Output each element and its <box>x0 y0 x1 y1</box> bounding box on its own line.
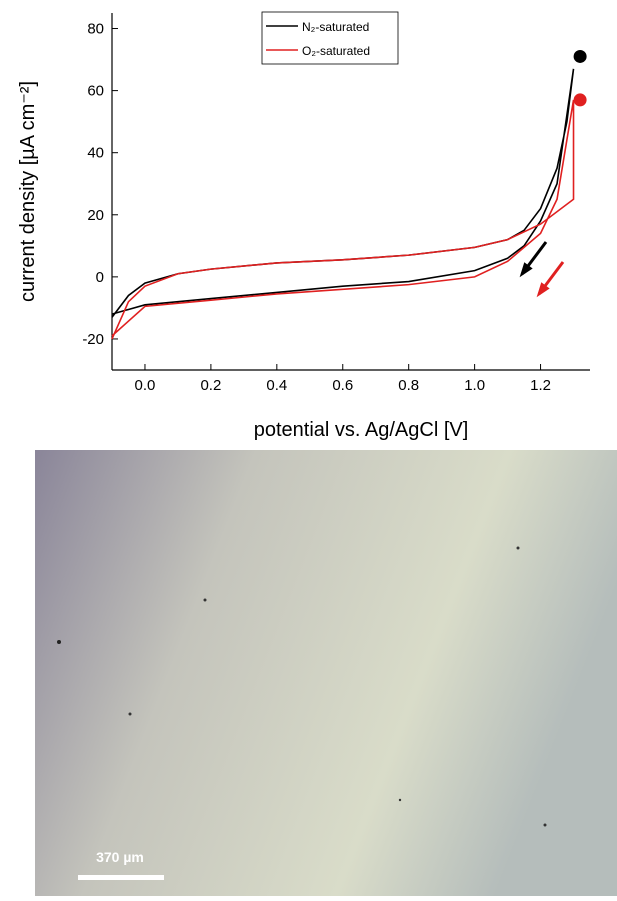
particle <box>57 640 61 644</box>
particle <box>516 546 520 550</box>
plot: -20 0 20 40 60 80 0.0 0.2 0.4 0.6 0.8 1.0 1.2 potenti… <box>17 11 590 441</box>
x-tick-label: 1.0 <box>464 377 485 394</box>
arrow-head <box>519 262 533 278</box>
arrow-head <box>536 282 550 298</box>
legend-label: O₂-saturated <box>302 44 370 58</box>
series-line <box>111 99 575 340</box>
marker <box>573 93 587 107</box>
particle <box>203 598 207 602</box>
y-tick-label: 80 <box>87 21 104 38</box>
x-tick-label: 0.6 <box>332 377 353 394</box>
y-tick-label: -20 <box>82 331 104 348</box>
series-line <box>111 68 575 318</box>
x-tick-label: 0.0 <box>135 377 156 394</box>
scale-bar <box>78 875 164 880</box>
x-tick-label: 0.4 <box>266 377 287 394</box>
particle <box>128 712 132 716</box>
y-tick-label: 0 <box>96 269 104 286</box>
x-tick-label: 1.2 <box>530 377 551 394</box>
particle <box>543 823 547 827</box>
y-tick-label: 60 <box>87 83 104 100</box>
x-tick-label: 0.2 <box>200 377 221 394</box>
y-axis-label: current density [µA cm⁻²] <box>17 81 39 302</box>
legend-label: N₂-saturated <box>302 20 369 34</box>
x-axis-label: potential vs. Ag/AgCl [V] <box>254 419 469 441</box>
legend-box <box>261 11 399 65</box>
y-tick-label: 40 <box>87 145 104 162</box>
y-tick-label: 20 <box>87 207 104 224</box>
x-tick-label: 0.8 <box>398 377 419 394</box>
scale-bar-label: 370 µm <box>96 849 144 865</box>
micrograph <box>35 450 617 896</box>
particle <box>398 798 402 802</box>
marker <box>573 49 587 63</box>
